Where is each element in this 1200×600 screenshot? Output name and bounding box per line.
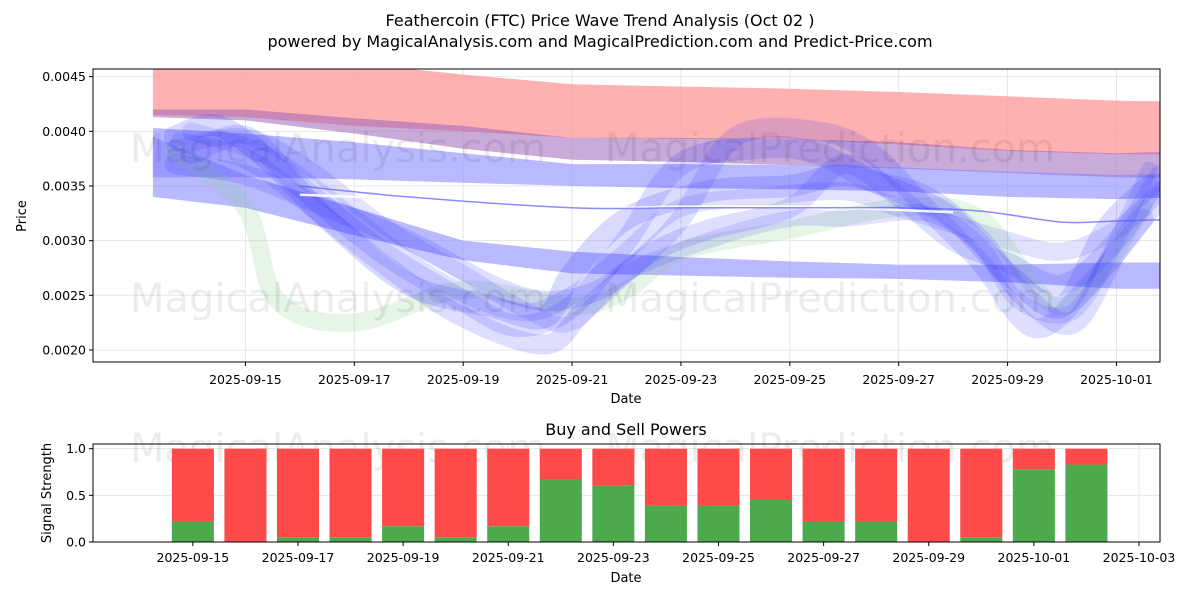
blue-wave-4 — [170, 117, 1154, 355]
sell-bar-2025-10-01 — [1012, 448, 1055, 470]
main-title: Feathercoin (FTC) Price Wave Trend Analy… — [386, 11, 815, 30]
top-ytick-label-0.0025: 0.0025 — [42, 288, 86, 303]
red-band — [152, 69, 1160, 155]
bottom-xtick-label-2025-10-03: 2025-10-03 — [1103, 550, 1176, 565]
bottom-y-ticks: 0.0 0.5 1.0 — [66, 441, 93, 550]
bottom-ytick-label-0.0: 0.0 — [66, 535, 86, 550]
bottom-y-axis-label: Signal Strength — [40, 443, 55, 543]
buy-bar-2025-10-02 — [1065, 464, 1108, 542]
sell-bar-2025-09-16 — [224, 448, 267, 542]
watermark-prediction-top: MagicalPrediction.com — [605, 126, 1055, 172]
blue-band-lower — [152, 136, 1160, 289]
top-ytick-label-0.0020: 0.0020 — [42, 342, 86, 357]
sell-bar-2025-10-02 — [1065, 448, 1108, 465]
bottom-x-axis-label: Date — [610, 571, 641, 586]
buy-bar-2025-09-26 — [750, 500, 793, 542]
buy-bar-2025-09-23 — [592, 485, 635, 542]
bottom-x-ticks: 2025-09-15 2025-09-17 2025-09-19 2025-09-21… — [157, 542, 1176, 565]
sell-bar-2025-09-25 — [697, 448, 740, 506]
bottom-xtick-label-2025-09-19: 2025-09-19 — [367, 550, 440, 565]
top-y-axis-label: Price — [15, 200, 30, 232]
bottom-xtick-label-2025-09-17: 2025-09-17 — [262, 550, 335, 565]
top-watermarks: MagicalAnalysis.com MagicalPrediction.co… — [130, 126, 1055, 322]
price-bands — [152, 69, 1160, 289]
top-ytick-label-0.0040: 0.0040 — [42, 124, 86, 139]
blue-band-upper — [152, 128, 1160, 200]
top-xtick-label-2025-09-27: 2025-09-27 — [862, 372, 935, 387]
buy-bar-2025-09-30 — [960, 537, 1003, 542]
sell-bar-2025-09-17 — [276, 448, 320, 538]
blue-wave-3 — [164, 154, 1160, 311]
top-plot-frame — [92, 68, 1161, 363]
green-wave — [165, 142, 1153, 332]
buy-bar-2025-09-19 — [382, 526, 425, 542]
blue-wave-6 — [166, 128, 1158, 333]
bottom-ytick-label-1.0: 1.0 — [66, 441, 86, 456]
buy-bar-2025-09-28 — [855, 521, 898, 542]
price-wave-plot: MagicalAnalysis.com MagicalPrediction.co… — [15, 68, 1161, 407]
trend-lines — [299, 185, 1160, 224]
bottom-plot-frame — [92, 443, 1161, 543]
top-xtick-label-2025-09-17: 2025-09-17 — [318, 372, 391, 387]
bottom-xtick-label-2025-09-29: 2025-09-29 — [892, 550, 965, 565]
bottom-xtick-label-2025-09-25: 2025-09-25 — [682, 550, 755, 565]
main-subtitle: powered by MagicalAnalysis.com and Magic… — [267, 32, 932, 51]
buy-bar-2025-09-21 — [487, 526, 530, 542]
top-xtick-label-2025-09-15: 2025-09-15 — [209, 372, 282, 387]
buy-bar-2025-09-18 — [329, 537, 372, 542]
top-xtick-label-2025-09-23: 2025-09-23 — [645, 372, 718, 387]
watermark-analysis-mid: MagicalAnalysis.com — [130, 276, 546, 322]
sell-bar-2025-09-23 — [592, 448, 635, 486]
sell-bar-2025-09-26 — [750, 448, 793, 500]
bottom-xtick-label-2025-09-21: 2025-09-21 — [472, 550, 545, 565]
top-xtick-label-2025-09-29: 2025-09-29 — [971, 372, 1044, 387]
bottom-xtick-label-2025-09-27: 2025-09-27 — [787, 550, 860, 565]
top-x-ticks: 2025-09-15 2025-09-17 2025-09-19 2025-09-21… — [209, 362, 1153, 387]
buy-bar-2025-09-25 — [697, 505, 740, 542]
sell-bar-2025-09-22 — [539, 448, 582, 480]
sell-bar-2025-09-20 — [434, 448, 477, 538]
bottom-ytick-label-0.5: 0.5 — [66, 488, 86, 503]
blue-wave-1 — [163, 113, 1160, 330]
top-xtick-label-2025-10-01: 2025-10-01 — [1080, 372, 1153, 387]
buy-bar-2025-09-22 — [539, 479, 582, 542]
bottom-xtick-label-2025-09-15: 2025-09-15 — [157, 550, 230, 565]
sell-bar-2025-09-28 — [855, 448, 898, 522]
top-xtick-label-2025-09-25: 2025-09-25 — [753, 372, 826, 387]
sell-bar-2025-09-21 — [487, 448, 530, 527]
buy-bar-2025-09-17 — [276, 537, 320, 542]
blue-wave-2 — [180, 124, 1160, 337]
buy-sell-plot: MagicalAnalysis.com MagicalPrediction.co… — [40, 426, 1175, 586]
buy-bar-2025-09-15 — [171, 521, 214, 542]
top-xtick-label-2025-09-19: 2025-09-19 — [427, 372, 500, 387]
sell-bar-2025-09-27 — [802, 448, 845, 522]
price-waves — [163, 113, 1160, 355]
sell-bar-2025-09-19 — [382, 448, 425, 527]
bottom-xtick-label-2025-10-01: 2025-10-01 — [998, 550, 1071, 565]
bottom-xtick-label-2025-09-23: 2025-09-23 — [577, 550, 650, 565]
buy-bar-2025-09-24 — [644, 505, 687, 542]
top-ytick-label-0.0030: 0.0030 — [42, 233, 86, 248]
top-xtick-label-2025-09-21: 2025-09-21 — [536, 372, 609, 387]
sell-bar-2025-09-24 — [644, 448, 687, 506]
buy-bar-2025-09-27 — [802, 521, 845, 542]
top-ytick-label-0.0045: 0.0045 — [42, 69, 86, 84]
sell-bar-2025-09-18 — [329, 448, 372, 538]
sell-bar-2025-09-29 — [907, 448, 950, 542]
buy-bar-2025-10-01 — [1012, 469, 1055, 542]
watermark-prediction-mid: MagicalPrediction.com — [605, 276, 1055, 322]
sell-bar-2025-09-30 — [960, 448, 1003, 538]
buy-bar-2025-09-20 — [434, 537, 477, 542]
blue-center — [299, 185, 1160, 224]
bottom-title: Buy and Sell Powers — [545, 420, 707, 439]
top-y-ticks: 0.0020 0.0025 0.0030 0.0035 0.0040 0.0045 — [42, 69, 93, 357]
top-ytick-label-0.0035: 0.0035 — [42, 178, 86, 193]
sell-bar-2025-09-15 — [171, 448, 214, 522]
watermark-analysis-top: MagicalAnalysis.com — [130, 126, 546, 172]
top-x-axis-label: Date — [610, 392, 641, 407]
signal-bars — [171, 448, 1108, 542]
purple-band — [152, 109, 1160, 178]
